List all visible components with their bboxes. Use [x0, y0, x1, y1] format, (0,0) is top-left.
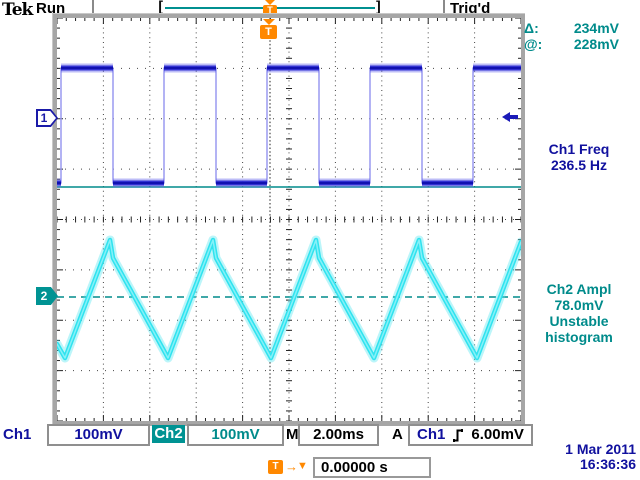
cursor-delta-label: Δ:	[524, 20, 539, 36]
header-divider-right	[443, 0, 445, 14]
trigger-down-triangle-icon	[262, 19, 275, 25]
cursor-at-row: @: 228mV	[524, 36, 619, 52]
ch1-label: Ch1	[3, 426, 32, 443]
ch1-meas-value: 236.5 Hz	[550, 157, 608, 173]
ch1-marker-label: 1	[40, 111, 48, 125]
trigger-down-triangle-icon	[265, 0, 275, 5]
ch1-ground-marker: 1	[36, 109, 58, 127]
ch2-ground-marker: 2	[36, 287, 58, 305]
ch2-scale-readout: 100mV	[187, 424, 284, 446]
ch2-meas-warning-line2: histogram	[545, 329, 613, 345]
ch2-amplitude-measurement: Ch2 Ampl 78.0mV Unstable histogram	[521, 281, 637, 345]
ch2-meas-warning-line1: Unstable	[549, 313, 609, 329]
datetime-readout: 1 Mar 2011 16:36:36	[565, 442, 636, 472]
trigger-t-icon: T	[263, 5, 277, 16]
trigger-source: Ch1	[417, 426, 446, 443]
cursor-at-label: @:	[524, 36, 543, 52]
ch2-meas-value: 78.0mV	[554, 297, 604, 313]
rising-slope-icon	[453, 429, 464, 442]
trigger-level-arrow-icon	[502, 112, 518, 122]
waveform-svg	[52, 17, 526, 422]
timebase-label: M	[286, 426, 299, 443]
tek-logo: Tek	[2, 0, 33, 20]
cursor-delta-row: Δ: 234mV	[524, 20, 619, 36]
trigger-a-label: A	[392, 426, 403, 443]
trigger-t-icon: T	[268, 460, 283, 474]
ch2-meas-title: Ch2 Ampl	[546, 281, 612, 297]
ch1-marker-fill	[38, 111, 56, 125]
ch2-label-badge: Ch2	[152, 425, 185, 443]
cursor-delta-value: 234mV	[573, 20, 619, 36]
cursor-readout: Δ: 234mV @: 228mV	[524, 20, 619, 52]
ch1-scale-readout: 100mV	[47, 424, 150, 446]
cursor-at-value: 228mV	[573, 36, 619, 52]
ch2-marker-fill	[36, 287, 58, 305]
ch2-marker-label: 2	[40, 289, 48, 303]
trigger-t-icon: T	[260, 25, 277, 39]
timebase-readout: 2.00ms	[298, 424, 379, 446]
trigger-level-value: 6.00mV	[471, 426, 524, 443]
trigger-readout: Ch1 6.00mV	[408, 424, 533, 446]
ch1-meas-title: Ch1 Freq	[548, 141, 610, 157]
arrow-down-icon: ▼	[297, 460, 308, 472]
time-value: 16:36:36	[579, 456, 636, 472]
ch1-frequency-measurement: Ch1 Freq 236.5 Hz	[521, 141, 637, 173]
date-value: 1 Mar 2011	[565, 441, 636, 457]
trigger-position-record-icon: T	[263, 0, 277, 16]
horizontal-position-value: 0.00000 s	[313, 457, 431, 478]
view-window-bracket-right: ]	[374, 0, 384, 16]
acquisition-status: Run	[36, 0, 66, 17]
header-divider-left	[92, 0, 94, 14]
trigger-position-flag: T	[260, 19, 277, 39]
trigger-status: Trig'd	[450, 0, 491, 17]
arrow-right-icon: →	[285, 459, 298, 474]
channel-status-bar: Ch1 100mV Ch2 100mV M 2.00ms A Ch1 6.00m…	[0, 424, 640, 446]
waveform-display	[52, 17, 526, 422]
view-window-bracket-left: [	[156, 0, 166, 16]
